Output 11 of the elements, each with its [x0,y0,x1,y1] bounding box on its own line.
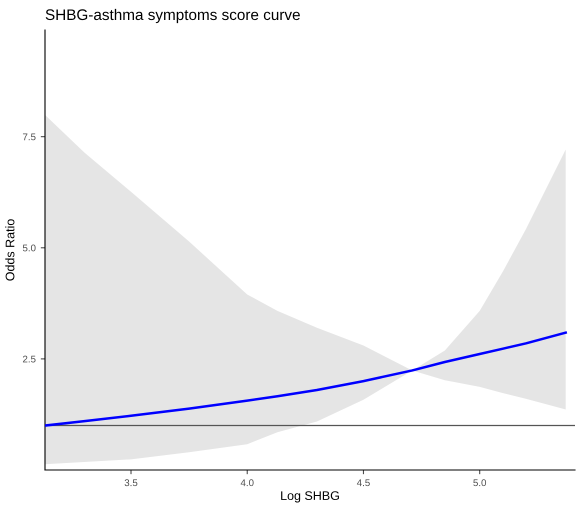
x-tick-label: 4.5 [356,479,370,486]
x-tick-label: 3.5 [124,479,138,486]
x-tick-label: 4.0 [240,479,254,486]
y-tick-label: 7.5 [22,134,36,140]
y-tick-label: 5.0 [22,244,36,252]
line-series [45,331,567,427]
x-axis-title: Log SHBG [281,491,339,503]
x-tick-label: 5.0 [473,479,486,486]
y-tick-label: 2.5 [22,356,36,363]
y-axis-title: Odds Ratio [5,219,14,281]
chart-title: SHBG-asthma symptoms score curve [46,8,300,24]
